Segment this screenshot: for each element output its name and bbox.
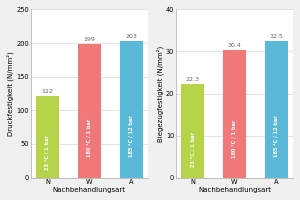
Text: 122: 122 — [42, 89, 53, 94]
Text: 203: 203 — [125, 34, 137, 39]
Text: 185 °C / 12 bar: 185 °C / 12 bar — [274, 116, 279, 157]
Bar — [181, 84, 204, 178]
Text: 32.5: 32.5 — [269, 34, 283, 39]
Bar — [265, 41, 288, 178]
Y-axis label: Druckfestigkeit (N/mm²): Druckfestigkeit (N/mm²) — [7, 51, 14, 136]
Bar — [223, 50, 246, 178]
Text: 199: 199 — [83, 37, 95, 42]
Text: 23 °C / 1 bar: 23 °C / 1 bar — [190, 132, 195, 167]
Text: 180 °C / 1 bar: 180 °C / 1 bar — [232, 120, 237, 158]
Y-axis label: Biegezugfestigkeit (N/mm²): Biegezugfestigkeit (N/mm²) — [156, 45, 164, 142]
Text: 185 °C / 12 bar: 185 °C / 12 bar — [129, 116, 134, 157]
Text: 30.4: 30.4 — [227, 43, 241, 48]
X-axis label: Nachbehandlungsart: Nachbehandlungsart — [198, 187, 271, 193]
X-axis label: Nachbehandlungsart: Nachbehandlungsart — [53, 187, 126, 193]
Bar — [78, 44, 101, 178]
Bar — [120, 41, 142, 178]
Bar — [36, 96, 59, 178]
Text: 180 °C / 1 bar: 180 °C / 1 bar — [87, 118, 92, 157]
Text: 22.3: 22.3 — [186, 77, 200, 82]
Text: 23 °C / 1 bar: 23 °C / 1 bar — [45, 136, 50, 170]
